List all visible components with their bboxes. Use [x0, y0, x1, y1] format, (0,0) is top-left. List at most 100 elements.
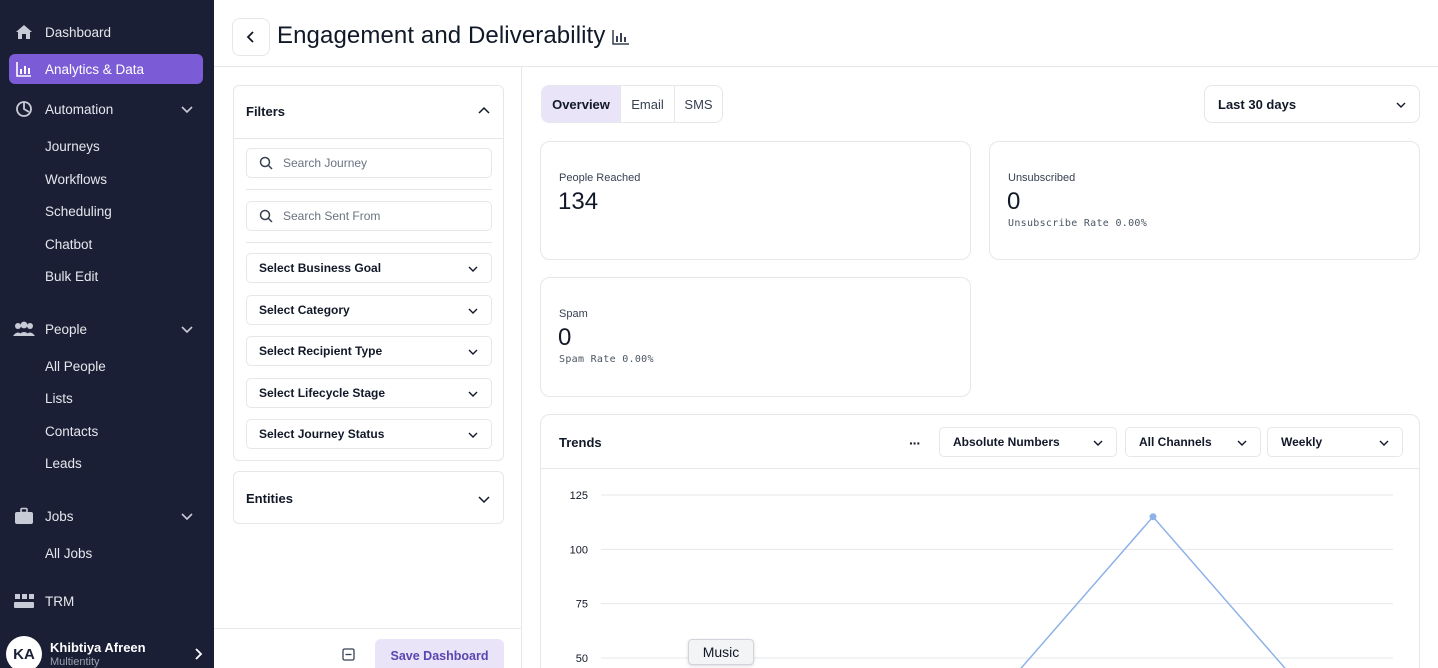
- back-button[interactable]: [232, 18, 270, 56]
- chevron-down-icon: [478, 496, 490, 504]
- chevron-down-icon: [181, 326, 193, 334]
- sidebar-subitem-contacts[interactable]: Contacts: [45, 424, 99, 439]
- stat-label: People Reached: [559, 172, 641, 184]
- tooltip: Music: [688, 639, 754, 665]
- sidebar-subitem-all-people[interactable]: All People: [45, 359, 106, 374]
- series-line: [1020, 515, 1286, 668]
- sidebar-item-analytics[interactable]: Analytics & Data: [9, 54, 203, 84]
- sidebar-subitem-bulk-edit[interactable]: Bulk Edit: [45, 269, 99, 284]
- sidebar-item-dashboard[interactable]: Dashboard: [9, 17, 203, 47]
- search-journey-input[interactable]: [283, 156, 483, 170]
- chevron-down-icon: [468, 266, 478, 272]
- trends-divider: [541, 468, 1419, 469]
- chevron-left-icon: [246, 31, 254, 43]
- select-label: Select Journey Status: [259, 427, 385, 441]
- sidebar-item-jobs[interactable]: Jobs: [9, 501, 203, 531]
- entities-panel[interactable]: Entities: [233, 471, 504, 524]
- search-icon: [259, 209, 273, 223]
- channel-tabs: Overview Email SMS: [541, 85, 723, 123]
- trends-chart: 125 100 75 50: [570, 490, 1393, 668]
- chevron-up-icon[interactable]: [477, 104, 491, 118]
- select-label: Weekly: [1281, 435, 1323, 449]
- data-point[interactable]: [1149, 513, 1157, 521]
- date-range-select[interactable]: Last 30 days: [1204, 85, 1420, 123]
- more-options-icon[interactable]: ···: [909, 435, 921, 451]
- sidebar-item-trm[interactable]: TRM: [9, 586, 203, 616]
- chevron-down-icon: [1237, 440, 1247, 446]
- y-tick-label: 125: [570, 490, 588, 502]
- trends-title: Trends: [559, 435, 602, 450]
- sidebar-subitem-journeys[interactable]: Journeys: [45, 139, 100, 154]
- business-goal-select[interactable]: Select Business Goal: [246, 253, 492, 283]
- select-label: All Channels: [1139, 435, 1212, 449]
- chevron-down-icon: [1396, 102, 1406, 108]
- page-title: Engagement and Deliverability: [277, 22, 606, 49]
- divider: [246, 242, 492, 243]
- journey-status-select[interactable]: Select Journey Status: [246, 419, 492, 449]
- sidebar-subitem-chatbot[interactable]: Chatbot: [45, 237, 93, 252]
- filters-divider: [234, 138, 503, 139]
- people-reached-card: People Reached 134: [540, 141, 971, 260]
- stat-label: Spam: [559, 308, 588, 320]
- stat-value: 134: [558, 188, 599, 215]
- collapse-icon[interactable]: [342, 648, 355, 661]
- recipient-type-select[interactable]: Select Recipient Type: [246, 336, 492, 366]
- search-sent-from-field[interactable]: [246, 201, 492, 231]
- tab-email[interactable]: Email: [621, 86, 675, 122]
- chart-icon: [612, 30, 629, 45]
- search-icon: [259, 156, 273, 170]
- select-label: Select Business Goal: [259, 261, 382, 275]
- search-sent-from-input[interactable]: [283, 209, 483, 223]
- filters-title: Filters: [246, 104, 286, 119]
- y-tick-label: 100: [570, 544, 588, 556]
- save-dashboard-button[interactable]: Save Dashboard: [375, 639, 504, 668]
- chevron-down-icon: [1379, 440, 1389, 446]
- category-select[interactable]: Select Category: [246, 295, 492, 325]
- select-label: Select Lifecycle Stage: [259, 386, 386, 400]
- chevron-down-icon: [1093, 440, 1103, 446]
- chevron-down-icon: [468, 432, 478, 438]
- metric-select[interactable]: Absolute Numbers: [939, 427, 1117, 457]
- automation-icon: [13, 98, 35, 120]
- sidebar-subitem-workflows[interactable]: Workflows: [45, 172, 108, 187]
- sidebar: Dashboard Analytics & Data Automation Jo…: [0, 0, 214, 668]
- analytics-icon: [13, 58, 35, 80]
- sidebar-item-people[interactable]: People: [9, 314, 203, 344]
- channel-select[interactable]: All Channels: [1125, 427, 1261, 457]
- sidebar-item-automation[interactable]: Automation: [9, 94, 203, 124]
- search-journey-field[interactable]: [246, 148, 492, 178]
- sidebar-item-label: People: [45, 321, 88, 337]
- chevron-down-icon: [468, 308, 478, 314]
- briefcase-icon: [13, 505, 35, 527]
- chevron-down-icon: [468, 391, 478, 397]
- home-icon: [13, 21, 35, 43]
- unsubscribed-card: Unsubscribed 0 Unsubscribe Rate 0.00%: [989, 141, 1420, 260]
- people-icon: [13, 318, 35, 340]
- select-label: Absolute Numbers: [953, 435, 1060, 449]
- chevron-right-icon: [195, 648, 203, 660]
- user-name: Khibtiya Afreen: [50, 640, 146, 655]
- sidebar-subitem-leads[interactable]: Leads: [45, 456, 82, 471]
- chevron-down-icon: [468, 349, 478, 355]
- sidebar-item-label: Dashboard: [45, 24, 112, 40]
- filters-panel: Filters Select Business Goal Select Cate…: [233, 85, 504, 461]
- sidebar-subitem-lists[interactable]: Lists: [45, 391, 73, 406]
- sidebar-subitem-all-jobs[interactable]: All Jobs: [45, 546, 93, 561]
- trm-icon: [13, 590, 35, 612]
- user-profile[interactable]: KA Khibtiya Afreen Multientity: [0, 628, 214, 668]
- chevron-down-icon: [181, 513, 193, 521]
- stat-value: 0: [1007, 188, 1021, 215]
- period-select[interactable]: Weekly: [1267, 427, 1403, 457]
- stat-label: Unsubscribed: [1008, 172, 1076, 184]
- sidebar-subitem-scheduling[interactable]: Scheduling: [45, 204, 112, 219]
- stat-value: 0: [558, 324, 572, 351]
- stat-rate: Spam Rate 0.00%: [559, 354, 654, 365]
- y-tick-label: 50: [576, 653, 588, 665]
- spam-card: Spam 0 Spam Rate 0.00%: [540, 277, 971, 397]
- lifecycle-stage-select[interactable]: Select Lifecycle Stage: [246, 378, 492, 408]
- tab-overview[interactable]: Overview: [542, 86, 621, 122]
- sidebar-item-label: TRM: [45, 593, 75, 609]
- panel-divider: [521, 67, 522, 668]
- sidebar-item-label: Automation: [45, 101, 114, 117]
- tab-sms[interactable]: SMS: [684, 96, 713, 112]
